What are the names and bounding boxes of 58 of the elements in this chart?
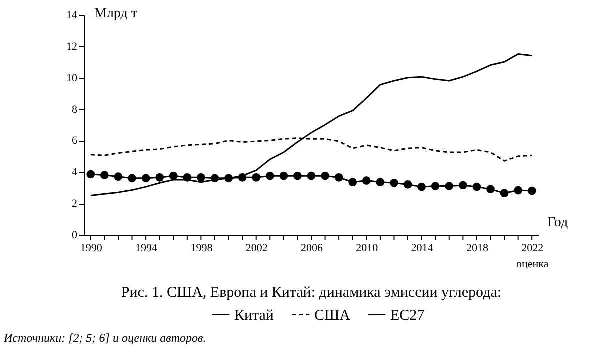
- point: [156, 173, 164, 182]
- point: [252, 173, 261, 182]
- point: [376, 178, 385, 187]
- point: [86, 170, 96, 179]
- point: [169, 172, 178, 180]
- point: [528, 186, 536, 196]
- point: [404, 180, 412, 189]
- point: [390, 178, 398, 188]
- point: [100, 171, 109, 180]
- point: [500, 189, 509, 198]
- x-tick-label: 2010: [356, 242, 379, 254]
- x-tick-label: 2014: [411, 242, 434, 254]
- point: [280, 172, 288, 180]
- point: [321, 172, 330, 180]
- y-tick-label: 14: [66, 10, 78, 22]
- point: [514, 186, 522, 195]
- y-tick-label: 8: [72, 104, 78, 116]
- legend-label: Китай: [234, 308, 274, 324]
- point: [307, 172, 316, 180]
- point: [458, 181, 468, 190]
- x-tick-label: 2002: [246, 242, 268, 254]
- point: [142, 174, 150, 183]
- point: [472, 182, 482, 192]
- y-tick-label: 0: [72, 230, 78, 242]
- x-tick-label: 1998: [190, 242, 214, 254]
- text: Рис. 1. США, Европа и Китай: динамика эмиссии углерода:: [121, 285, 502, 301]
- legend-label: ЕС27: [390, 308, 426, 324]
- point: [418, 182, 426, 192]
- y-tick-label: 2: [72, 198, 78, 210]
- point: [183, 173, 192, 182]
- point: [348, 178, 358, 187]
- point: [362, 176, 371, 185]
- x-tick-label: 2022 оценка: [516, 242, 549, 270]
- y-tick-label: 12: [66, 40, 78, 53]
- point: [445, 182, 454, 190]
- x-tick-label: 1994: [136, 242, 158, 254]
- point: [197, 173, 206, 182]
- legend-label: США: [314, 308, 351, 324]
- x-tick-label: 2018: [466, 242, 489, 254]
- x-axis-title: Год: [548, 216, 568, 230]
- line-series: [90, 54, 533, 196]
- y-tick-label: 6: [72, 135, 78, 148]
- point: [294, 172, 302, 180]
- y-axis-title: Млрд т: [94, 6, 138, 22]
- text: Источники: [2; 5; 6] и оценки авторов.: [4, 331, 206, 345]
- point: [114, 172, 123, 182]
- point: [224, 174, 233, 183]
- point: [266, 172, 274, 180]
- point: [210, 174, 220, 183]
- x-tick-label: 1990: [80, 242, 103, 254]
- point: [431, 182, 440, 190]
- point: [128, 174, 136, 183]
- x-tick-label: 2006: [301, 242, 324, 254]
- y-tick-label: 10: [66, 72, 78, 84]
- point: [486, 185, 495, 194]
- point: [238, 173, 247, 182]
- point: [334, 173, 344, 182]
- y-tick-label: 4: [72, 166, 78, 179]
